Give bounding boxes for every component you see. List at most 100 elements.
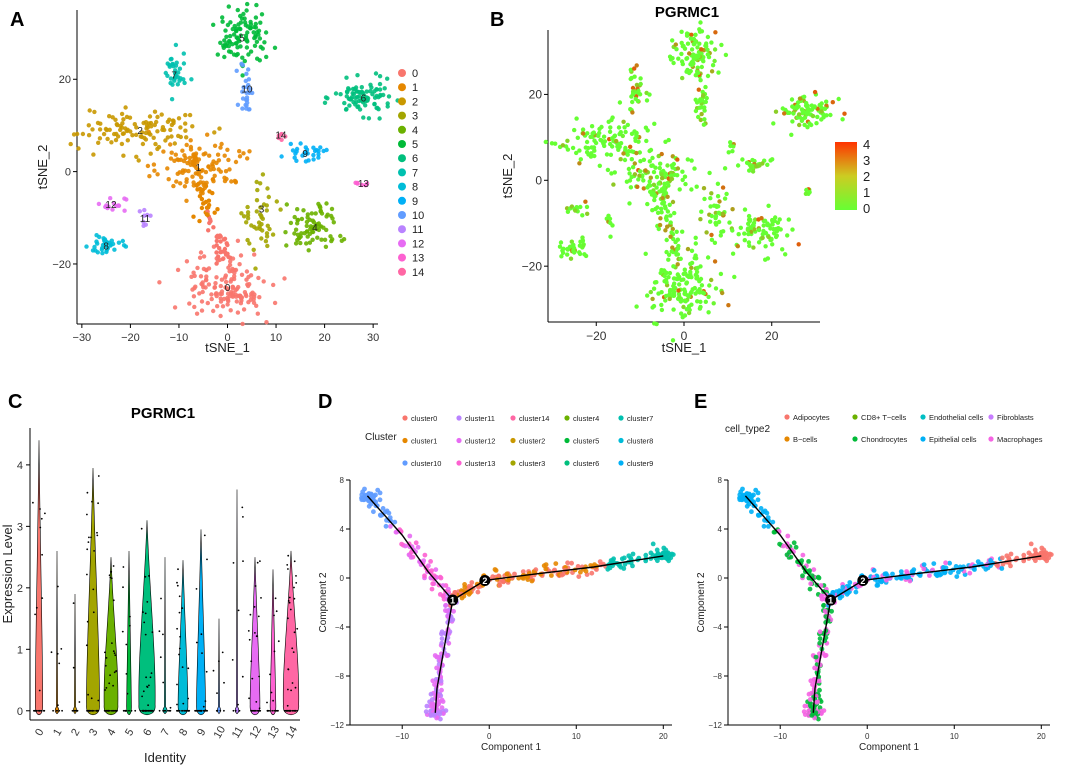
expression-point — [660, 176, 665, 181]
cluster-point — [377, 93, 383, 99]
expression-point — [769, 237, 774, 242]
expression-dot — [286, 564, 289, 566]
cluster-point — [155, 172, 160, 177]
cell-point — [413, 540, 419, 546]
cluster-point — [183, 128, 188, 133]
expression-dot — [125, 709, 127, 712]
expression-point — [580, 213, 585, 218]
cell-point — [808, 581, 814, 587]
cell-point — [761, 523, 767, 529]
expression-dot — [176, 581, 178, 584]
cell-point — [921, 562, 927, 567]
expression-point — [678, 256, 683, 261]
expression-point — [706, 310, 711, 315]
expression-dot — [32, 501, 34, 504]
x-tick-label: 20 — [1037, 732, 1046, 741]
expression-dot — [200, 633, 203, 636]
expression-point — [651, 286, 657, 291]
cluster-point — [231, 32, 237, 37]
expression-point — [705, 73, 711, 79]
panel-a-label: A — [10, 9, 24, 31]
cell-point — [822, 653, 828, 659]
cluster-label: 1 — [196, 163, 202, 174]
expression-point — [643, 168, 648, 173]
cluster-point — [210, 177, 216, 182]
expression-point — [786, 217, 791, 222]
cluster-point — [189, 77, 194, 82]
expression-point — [676, 56, 681, 61]
expression-point — [765, 221, 770, 226]
cluster-point — [84, 244, 89, 249]
branch-point-label: 2 — [482, 576, 487, 586]
expression-point — [647, 159, 652, 164]
expression-point — [693, 97, 698, 103]
cluster-point — [353, 85, 359, 90]
cluster-point — [252, 224, 257, 230]
legend-key — [564, 460, 570, 466]
expression-point — [702, 105, 707, 110]
expression-point — [736, 232, 741, 237]
cell-point — [878, 578, 883, 583]
x-tick-label: 9 — [195, 727, 208, 738]
expression-point — [746, 231, 751, 237]
expression-dot — [90, 536, 92, 539]
expression-point — [689, 248, 695, 253]
expression-point — [709, 69, 715, 74]
cluster-point — [238, 301, 244, 306]
cell-point — [643, 558, 649, 564]
expression-dot — [219, 709, 222, 712]
cluster-point — [214, 275, 219, 280]
cluster-point — [148, 120, 154, 126]
cluster-point — [246, 274, 251, 280]
expression-point — [641, 157, 647, 162]
cluster-point — [86, 133, 92, 138]
cluster-point — [256, 32, 261, 37]
cluster-point — [324, 147, 329, 153]
cluster-point — [361, 115, 366, 120]
cluster-point — [226, 49, 232, 54]
cluster-point — [247, 282, 252, 287]
expression-point — [666, 137, 671, 143]
cell-point — [884, 577, 889, 583]
expression-point — [812, 89, 818, 95]
expression-dot — [58, 662, 61, 665]
expression-point — [684, 69, 689, 74]
expression-dot — [41, 553, 43, 556]
expression-point — [663, 206, 668, 211]
expression-point — [634, 304, 639, 309]
expression-dot — [91, 709, 94, 712]
expression-point — [694, 184, 699, 189]
cell-point — [755, 490, 761, 496]
cluster-point — [191, 180, 196, 185]
cluster-label: 12 — [105, 200, 117, 211]
expression-point — [608, 125, 613, 130]
cluster-point — [112, 131, 117, 137]
expression-dot — [92, 588, 95, 591]
expression-point — [559, 254, 564, 259]
cell-point — [983, 566, 989, 572]
expression-point — [749, 165, 754, 170]
x-tick-label: 14 — [284, 724, 301, 741]
expression-point — [574, 205, 579, 210]
legend-key — [564, 415, 570, 421]
expression-dot — [176, 584, 179, 587]
cell-point — [813, 654, 819, 660]
cell-point — [800, 552, 806, 558]
cell-point — [371, 509, 376, 515]
expression-point — [621, 151, 626, 156]
legend-key — [456, 460, 462, 466]
expression-dot — [72, 602, 75, 604]
legend-key — [618, 437, 624, 444]
cluster-point — [233, 28, 239, 33]
expression-dot — [108, 709, 111, 712]
cluster-point — [288, 220, 294, 226]
cluster-point — [146, 131, 152, 136]
expression-dot — [144, 575, 147, 578]
cluster-point — [256, 275, 261, 281]
expression-point — [681, 304, 686, 310]
expression-point — [673, 42, 678, 47]
cluster-point — [248, 49, 254, 54]
expression-dot — [287, 688, 289, 691]
expression-point — [697, 41, 702, 46]
y-tick-label: −8 — [335, 672, 345, 681]
